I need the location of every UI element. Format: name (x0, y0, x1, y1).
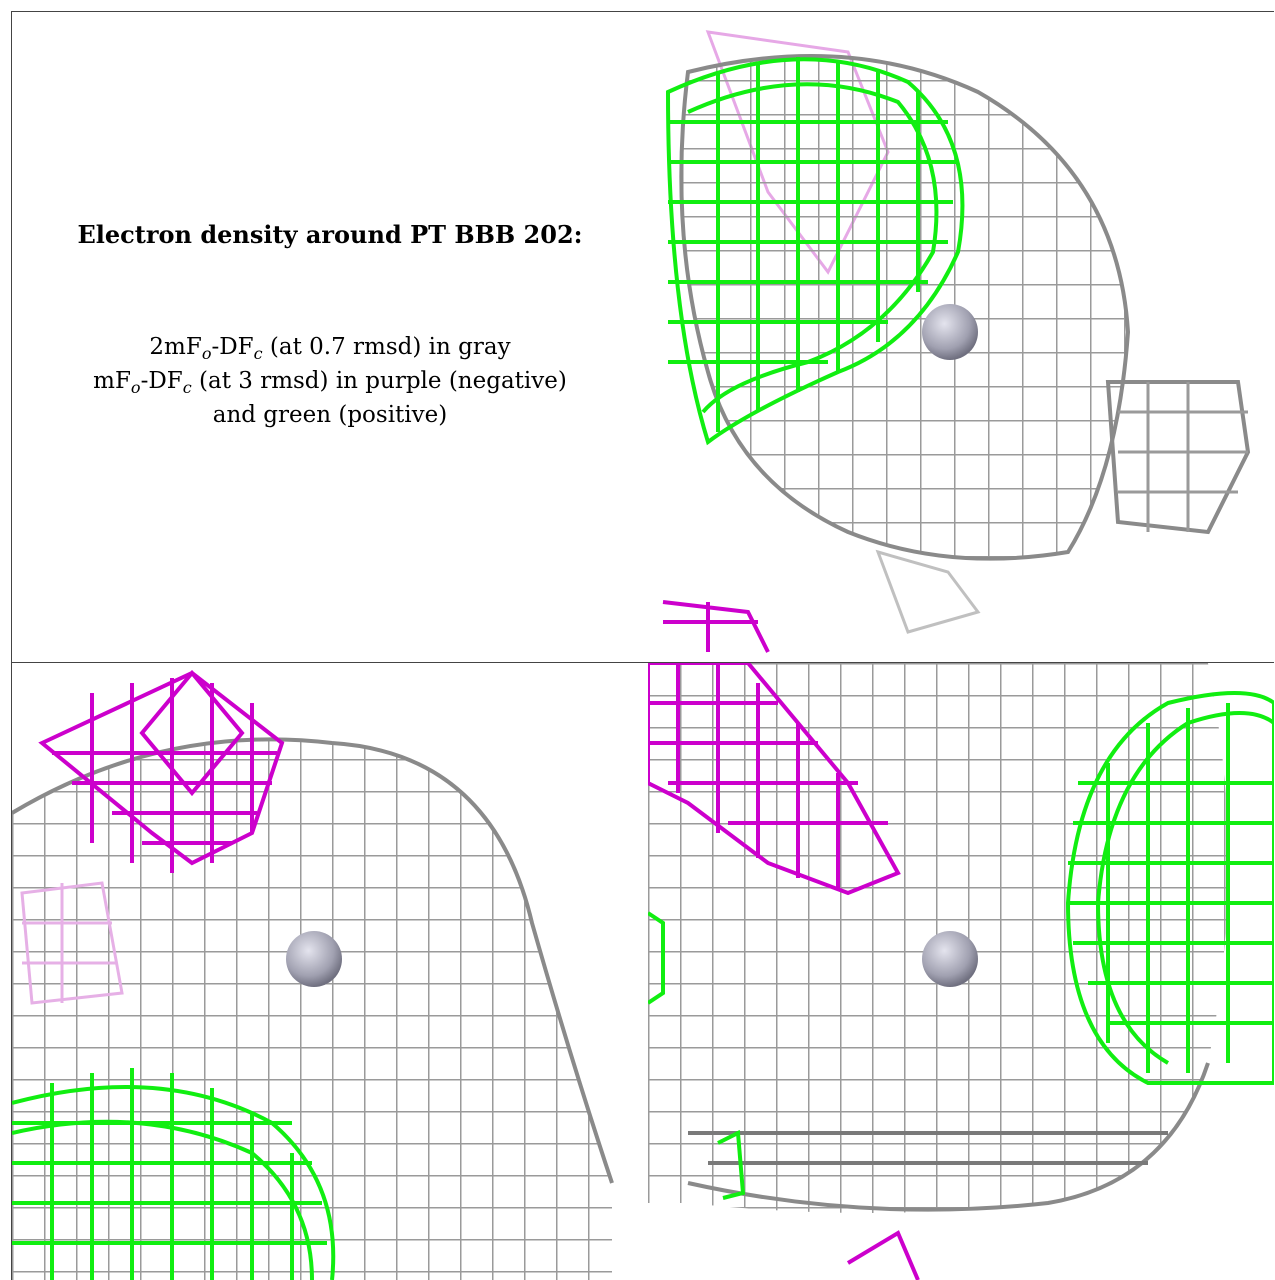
green-mesh (665, 57, 965, 446)
map1-sub-o: o (201, 344, 212, 363)
map2-sub-c: c (182, 378, 192, 397)
purple-mesh-faint (20, 881, 124, 1005)
pt-atom (922, 931, 978, 987)
green-mesh (648, 691, 1274, 1200)
caption-map2-continued: and green (positive) (212, 402, 448, 428)
map1-sub-c: c (253, 344, 263, 363)
density-render-top-right (662, 30, 1251, 653)
map2-prefix: mF (93, 368, 131, 394)
map2-sub-o: o (130, 378, 141, 397)
purple-mesh (648, 663, 920, 1280)
map2-suffix: (at 3 rmsd) in purple (negative) (191, 368, 567, 394)
pt-atom (286, 931, 342, 987)
density-render-bottom-left (12, 669, 614, 1280)
view-top-right (648, 11, 1274, 662)
caption-map1-line: 2mFo-DFc (at 0.7 rmsd) in gray (12, 330, 648, 371)
caption-cell: Electron density around PT BBB 202: 2mFo… (11, 11, 649, 662)
pt-atom (922, 304, 978, 360)
view-bottom-right (648, 662, 1274, 1280)
purple-mesh (38, 669, 285, 873)
map1-prefix: 2mF (149, 334, 202, 360)
green-mesh (12, 1068, 336, 1280)
density-render-bottom-right (648, 663, 1274, 1280)
caption-title: Electron density around PT BBB 202: (77, 220, 583, 249)
map2-mid: -DF (140, 368, 183, 394)
purple-mesh-corner (662, 600, 770, 653)
map1-suffix: (at 0.7 rmsd) in gray (262, 334, 511, 360)
map1-mid: -DF (211, 334, 254, 360)
caption-map2-line: mFo-DFc (at 3 rmsd) in purple (negative) (12, 364, 648, 405)
view-bottom-left (11, 662, 649, 1280)
